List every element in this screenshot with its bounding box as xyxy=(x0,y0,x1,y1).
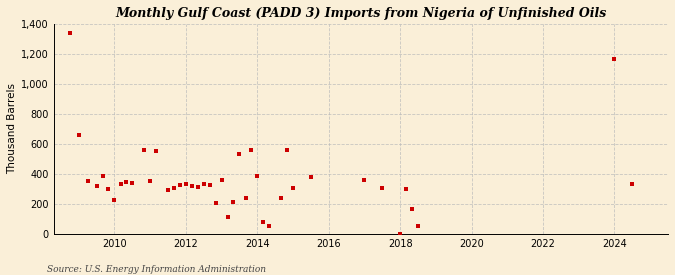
Point xyxy=(240,196,251,200)
Point xyxy=(252,174,263,178)
Point xyxy=(174,183,185,187)
Point xyxy=(205,183,215,187)
Point xyxy=(216,178,227,182)
Point xyxy=(246,148,256,152)
Point xyxy=(210,201,221,205)
Point xyxy=(74,133,84,137)
Point xyxy=(258,220,269,224)
Point xyxy=(264,224,275,228)
Point xyxy=(138,148,149,152)
Point xyxy=(121,180,132,184)
Point xyxy=(109,198,120,202)
Point xyxy=(306,175,317,179)
Point xyxy=(222,215,233,220)
Point xyxy=(127,181,138,185)
Point xyxy=(288,186,298,190)
Point xyxy=(377,186,387,190)
Point xyxy=(186,184,197,188)
Point xyxy=(144,179,155,184)
Point xyxy=(395,232,406,236)
Point xyxy=(82,179,93,184)
Point xyxy=(609,57,620,61)
Point xyxy=(169,186,180,190)
Point xyxy=(276,196,287,200)
Point xyxy=(180,182,191,187)
Point xyxy=(401,187,412,191)
Text: Source: U.S. Energy Information Administration: Source: U.S. Energy Information Administ… xyxy=(47,265,266,274)
Point xyxy=(151,148,161,153)
Point xyxy=(234,152,245,157)
Point xyxy=(163,188,173,192)
Point xyxy=(115,182,126,187)
Y-axis label: Thousand Barrels: Thousand Barrels xyxy=(7,83,17,174)
Point xyxy=(91,184,102,188)
Point xyxy=(627,182,638,187)
Title: Monthly Gulf Coast (PADD 3) Imports from Nigeria of Unfinished Oils: Monthly Gulf Coast (PADD 3) Imports from… xyxy=(115,7,607,20)
Point xyxy=(97,174,108,178)
Point xyxy=(198,182,209,187)
Point xyxy=(192,185,203,190)
Point xyxy=(359,178,370,182)
Point xyxy=(281,148,292,152)
Point xyxy=(64,31,75,35)
Point xyxy=(228,199,239,204)
Point xyxy=(406,207,417,211)
Point xyxy=(103,187,114,191)
Point xyxy=(412,224,423,229)
